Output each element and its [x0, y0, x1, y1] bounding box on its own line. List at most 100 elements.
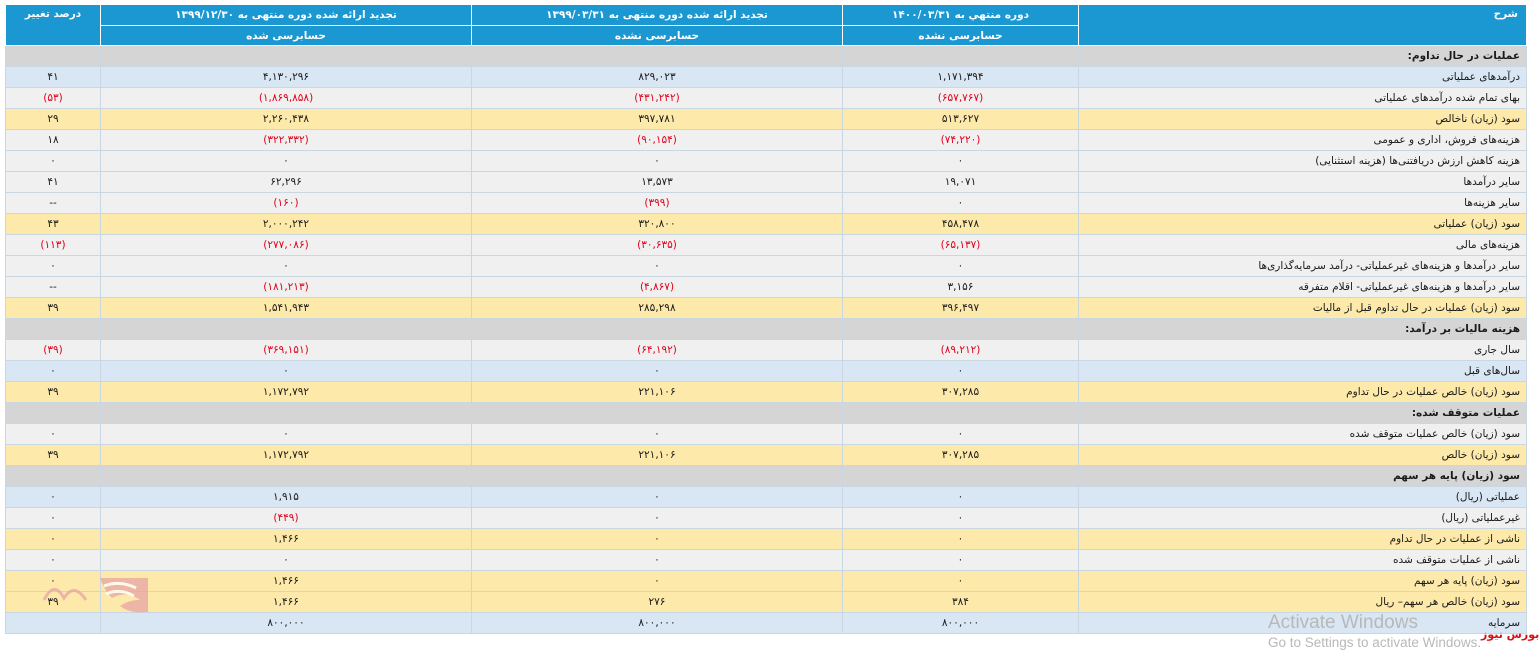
cell-period3: ۰ [100, 423, 472, 445]
financial-statement-table-wrapper: شرح دوره منتهي به ۱۴۰۰/۰۳/۳۱ تجدید ارائه… [5, 4, 1527, 634]
table-row: سود (زیان) ناخالص ۵۱۳,۶۲۷ ۳۹۷,۷۸۱ ۲,۲۶۰,۴۳۸… [5, 108, 1527, 130]
row-description: سود (زیان) خالص [1078, 444, 1527, 466]
cell-period2: ۰ [471, 360, 843, 382]
cell-period3: ۸۰۰,۰۰۰ [100, 612, 472, 634]
header-period3-status: حسابرسی شده [100, 25, 472, 46]
row-description: سود (زیان) ناخالص [1078, 108, 1527, 130]
cell-period1: ۰ [842, 570, 1079, 592]
cell-period1: ۰ [842, 192, 1079, 214]
header-period2: تجدید ارائه شده دوره منتهی به ۱۳۹۹/۰۳/۳۱ [471, 4, 843, 26]
cell-period2: ۰ [471, 255, 843, 277]
brand-label: بورس نیوز [1481, 628, 1540, 641]
table-row: درآمدهای عملیاتی ۱,۱۷۱,۳۹۴ ۸۲۹,۰۲۳ ۴,۱۳۰,۲۹… [5, 66, 1527, 88]
cell-period2: ۰ [471, 150, 843, 172]
row-description: ناشی از عملیات در حال تداوم [1078, 528, 1527, 550]
header-change-percent: درصد تغییر [5, 4, 101, 46]
watermark-line2: Go to Settings to activate Windows. [1268, 634, 1482, 650]
header-period2-status: حسابرسی نشده [471, 25, 843, 46]
cell-period2 [471, 402, 843, 424]
cell-period1: ۳۰۷,۲۸۵ [842, 444, 1079, 466]
table-row: سایر درآمدها ۱۹,۰۷۱ ۱۳,۵۷۳ ۶۲,۲۹۶ ۴۱ [5, 171, 1527, 193]
cell-period1: ۳۹۶,۴۹۷ [842, 297, 1079, 319]
cell-period1: ۳۰۷,۲۸۵ [842, 381, 1079, 403]
cell-period3: ۱,۴۶۶ [100, 570, 472, 592]
cell-period1: ۰ [842, 255, 1079, 277]
cell-period1: (۷۴,۲۲۰) [842, 129, 1079, 151]
cell-period3 [100, 45, 472, 67]
row-description: هزینه مالیات بر درآمد: [1078, 318, 1527, 340]
cell-change-percent: ۱۸ [5, 129, 101, 151]
cell-period1: (۶۵۷,۷۶۷) [842, 87, 1079, 109]
cell-change-percent: (۵۳) [5, 87, 101, 109]
cell-period1: ۰ [842, 486, 1079, 508]
cell-period1 [842, 45, 1079, 67]
cell-period3: (۳۲۲,۳۳۲) [100, 129, 472, 151]
income-statement-table: شرح دوره منتهي به ۱۴۰۰/۰۳/۳۱ تجدید ارائه… [5, 4, 1527, 634]
table-row: سود (زیان) خالص ۳۰۷,۲۸۵ ۲۲۱,۱۰۶ ۱,۱۷۲,۷۹۲ ۳۹ [5, 444, 1527, 466]
cell-period3: (۴۴۹) [100, 507, 472, 529]
cell-period1 [842, 402, 1079, 424]
cell-change-percent: ۳۹ [5, 591, 101, 613]
cell-period3: ۱,۵۴۱,۹۴۳ [100, 297, 472, 319]
header-description: شرح [1078, 4, 1527, 46]
cell-period3: ۰ [100, 150, 472, 172]
cell-change-percent: ۳۹ [5, 444, 101, 466]
cell-change-percent: ۴۱ [5, 66, 101, 88]
cell-period2: (۳۰,۶۳۵) [471, 234, 843, 256]
cell-period2: ۰ [471, 528, 843, 550]
cell-change-percent: -- [5, 276, 101, 298]
cell-period2: ۰ [471, 549, 843, 571]
cell-period3 [100, 402, 472, 424]
row-description: سایر درآمدها و هزینه‌های غیرعملیاتی- اقل… [1078, 276, 1527, 298]
table-row: سود (زیان) خالص عملیات متوقف شده ۰ ۰ ۰ ۰ [5, 423, 1527, 445]
table-row: غیرعملیاتی (ریال) ۰ ۰ (۴۴۹) ۰ [5, 507, 1527, 529]
cell-period3: (۱۶۰) [100, 192, 472, 214]
cell-period2: (۴۳۱,۲۴۲) [471, 87, 843, 109]
cell-change-percent: (۳۹) [5, 339, 101, 361]
row-description: سال جاری [1078, 339, 1527, 361]
cell-period2: (۳۹۹) [471, 192, 843, 214]
table-row: سود (زیان) خالص عملیات در حال تداوم ۳۰۷,۲… [5, 381, 1527, 403]
cell-change-percent [5, 318, 101, 340]
cell-change-percent: ۰ [5, 360, 101, 382]
cell-period3: ۱,۱۷۲,۷۹۲ [100, 444, 472, 466]
cell-period3: ۰ [100, 255, 472, 277]
row-description: سایر درآمدها و هزینه‌های غیرعملیاتی- درآ… [1078, 255, 1527, 277]
cell-period1: ۱,۱۷۱,۳۹۴ [842, 66, 1079, 88]
row-description: سود (زیان) پایه هر سهم [1078, 570, 1527, 592]
cell-period2: ۲۸۵,۲۹۸ [471, 297, 843, 319]
table-row: بهای تمام شده درآمدهای عملیاتی (۶۵۷,۷۶۷)(… [5, 87, 1527, 109]
table-row: سود (زیان) عملیات در حال تداوم قبل از ما… [5, 297, 1527, 319]
table-row: سود (زیان) عملیاتی ۴۵۸,۴۷۸ ۳۲۰,۸۰۰ ۲,۰۰۰,۲۴… [5, 213, 1527, 235]
cell-period3: ۲,۲۶۰,۴۳۸ [100, 108, 472, 130]
cell-period2 [471, 465, 843, 487]
cell-period2: ۲۲۱,۱۰۶ [471, 381, 843, 403]
cell-period2 [471, 318, 843, 340]
cell-period2 [471, 45, 843, 67]
row-description: سود (زیان) عملیاتی [1078, 213, 1527, 235]
bourse-news-logo [42, 578, 148, 613]
cell-period2: ۲۷۶ [471, 591, 843, 613]
cell-change-percent: ۰ [5, 549, 101, 571]
cell-period1: ۰ [842, 507, 1079, 529]
cell-change-percent: ۰ [5, 528, 101, 550]
section-row: هزینه مالیات بر درآمد: [5, 318, 1527, 340]
cell-period2: ۰ [471, 486, 843, 508]
cell-period1: ۰ [842, 549, 1079, 571]
cell-period1: ۰ [842, 360, 1079, 382]
cell-period1: (۸۹,۲۱۲) [842, 339, 1079, 361]
watermark-line1: Activate Windows [1268, 612, 1418, 633]
cell-period3: ۱,۹۱۵ [100, 486, 472, 508]
cell-period3: ۰ [100, 549, 472, 571]
cell-period1: ۳۸۴ [842, 591, 1079, 613]
cell-period1: ۰ [842, 423, 1079, 445]
cell-period2: ۰ [471, 507, 843, 529]
cell-period1: ۱۹,۰۷۱ [842, 171, 1079, 193]
cell-change-percent: ۰ [5, 570, 101, 592]
cell-change-percent: -- [5, 192, 101, 214]
cell-period3: ۴,۱۳۰,۲۹۶ [100, 66, 472, 88]
table-row: سایر هزینه‌ها ۰ (۳۹۹) (۱۶۰) -- [5, 192, 1527, 214]
cell-period3: (۱,۸۶۹,۸۵۸) [100, 87, 472, 109]
cell-period2: ۸۰۰,۰۰۰ [471, 612, 843, 634]
row-description: هزینه کاهش ارزش دریافتنی‌ها (هزینه استثن… [1078, 150, 1527, 172]
